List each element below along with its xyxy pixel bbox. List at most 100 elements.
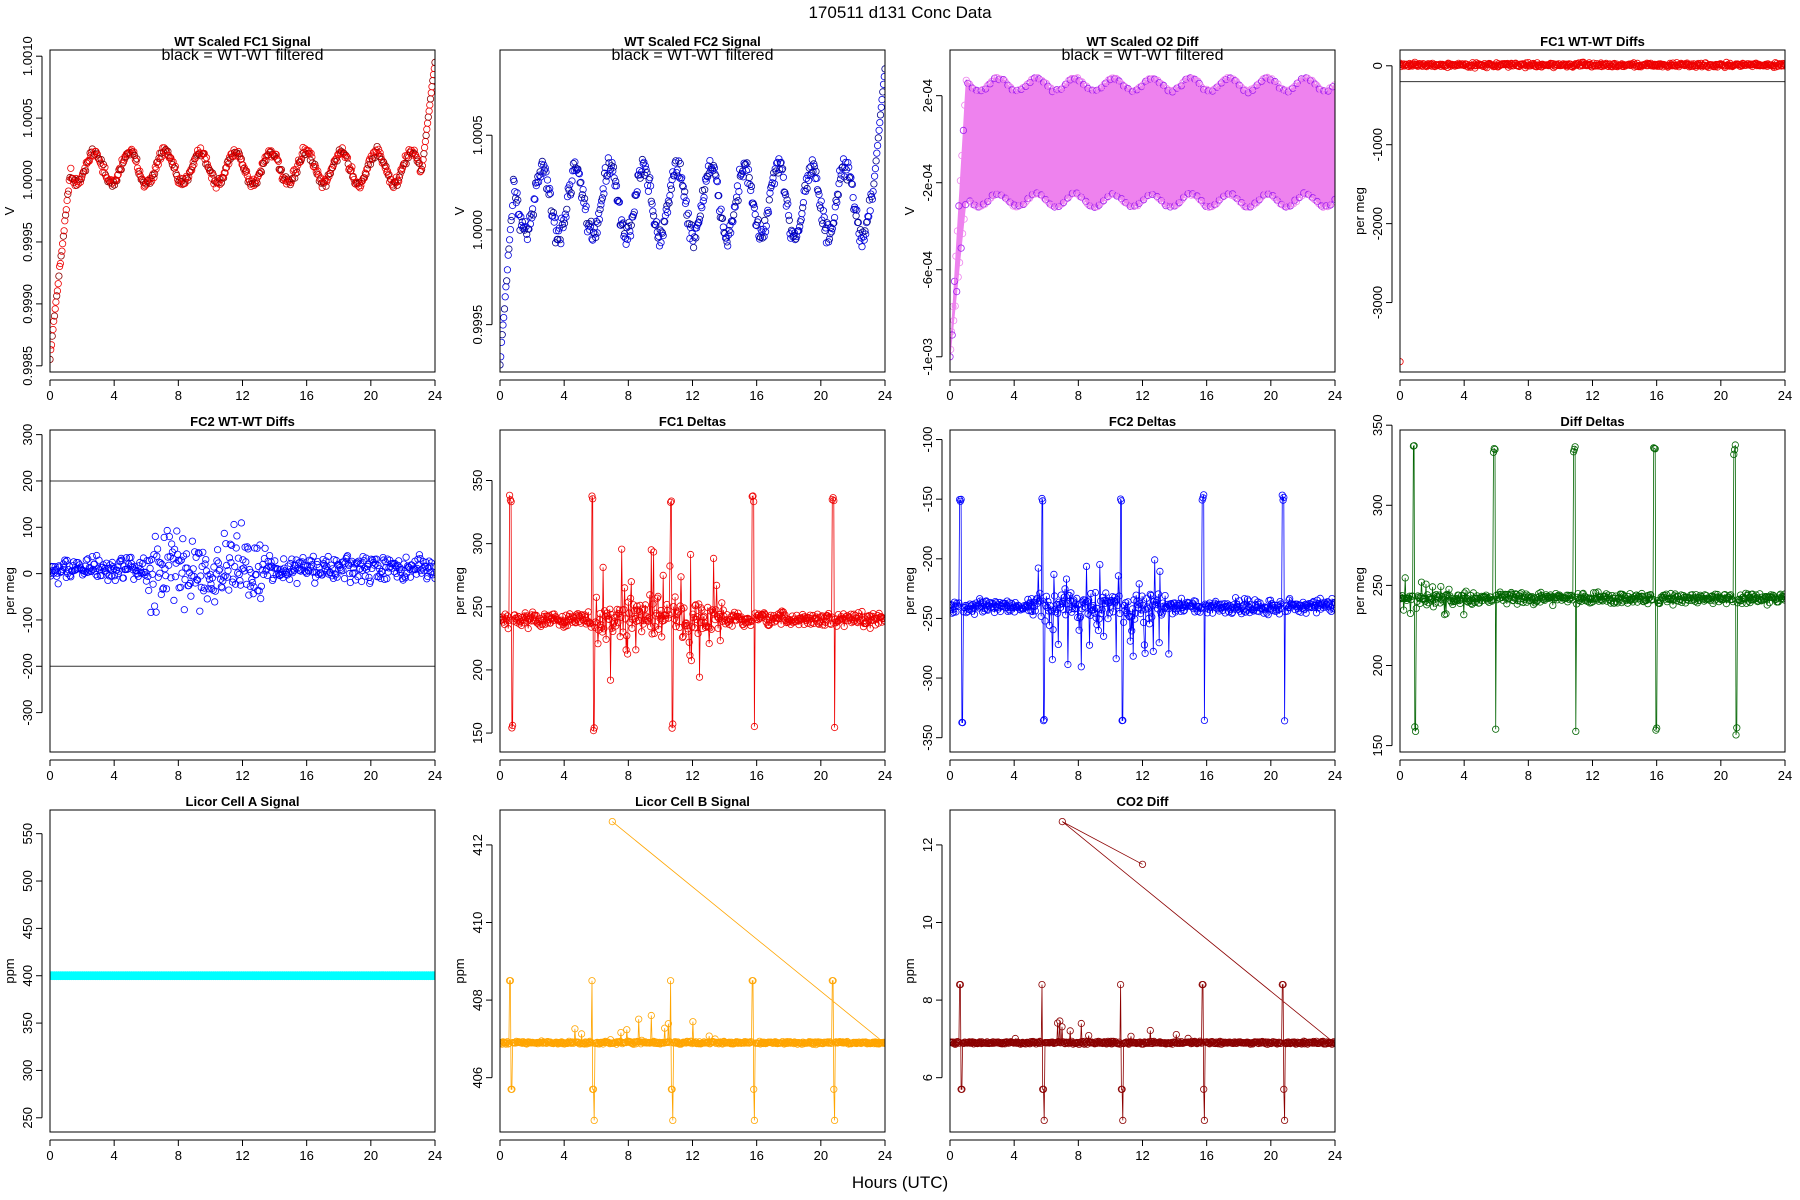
data-point xyxy=(854,609,862,617)
data-point xyxy=(306,564,314,572)
x-tick-label: 20 xyxy=(1264,768,1278,783)
data-point xyxy=(79,566,88,575)
data-point xyxy=(590,724,598,732)
data-point xyxy=(407,146,415,154)
data-point xyxy=(761,216,769,224)
data-point xyxy=(1091,87,1100,96)
data-point xyxy=(136,558,144,567)
data-point xyxy=(240,567,248,575)
data-point xyxy=(80,167,88,176)
data-point xyxy=(230,520,238,529)
data-point xyxy=(154,545,162,553)
data-point xyxy=(104,576,112,585)
data-point xyxy=(88,552,96,561)
data-point xyxy=(1094,626,1103,635)
data-point xyxy=(782,202,790,210)
data-point xyxy=(372,560,380,568)
data-point xyxy=(500,321,507,329)
y-tick-label: 550 xyxy=(20,823,35,845)
y-tick-label: 300 xyxy=(470,533,485,555)
data-point xyxy=(820,213,828,221)
data-point xyxy=(1091,588,1100,597)
data-point xyxy=(1031,607,1039,615)
data-point xyxy=(93,572,102,581)
x-tick-label: 4 xyxy=(1461,768,1468,783)
data-point xyxy=(636,601,644,610)
data-point xyxy=(383,167,392,175)
y-tick-label: 0.9990 xyxy=(20,284,35,324)
data-point xyxy=(664,1020,673,1028)
data-point xyxy=(706,624,714,632)
data-point xyxy=(117,554,125,563)
data-point xyxy=(410,146,418,154)
data-point xyxy=(399,576,407,584)
data-point xyxy=(770,180,779,188)
data-point xyxy=(950,277,959,285)
data-point xyxy=(547,207,555,215)
data-point xyxy=(327,165,335,174)
data-point xyxy=(708,606,716,614)
data-point xyxy=(159,585,167,593)
data-point xyxy=(427,89,435,97)
data-point xyxy=(957,495,965,503)
data-point xyxy=(1111,191,1120,199)
data-point xyxy=(148,570,156,578)
data-point xyxy=(812,167,820,175)
data-point xyxy=(208,584,216,593)
x-tick-label: 20 xyxy=(364,388,378,403)
data-point xyxy=(1172,606,1180,614)
x-axis: 0 4 8 12 16 20 24 xyxy=(46,379,442,403)
data-point xyxy=(500,305,509,313)
data-point xyxy=(1412,604,1420,612)
chart-subtitle: black = WT-WT filtered xyxy=(162,47,324,64)
data-point xyxy=(1281,88,1289,96)
data-point xyxy=(161,565,169,573)
data-point xyxy=(535,171,543,179)
data-point xyxy=(848,180,857,188)
data-point xyxy=(695,219,703,227)
data-point xyxy=(151,602,159,610)
data-point xyxy=(208,574,217,582)
data-point xyxy=(406,573,415,581)
data-point xyxy=(765,196,773,204)
data-point xyxy=(612,182,621,190)
data-point xyxy=(659,571,667,580)
data-point xyxy=(1115,592,1123,600)
data-point xyxy=(1076,614,1084,622)
data-point xyxy=(204,572,212,580)
data-point xyxy=(804,619,812,627)
data-point xyxy=(700,612,708,620)
data-point xyxy=(827,228,836,236)
data-point xyxy=(59,232,68,240)
data-point xyxy=(182,564,190,572)
data-point xyxy=(1171,599,1179,607)
x-tick-label: 20 xyxy=(1264,388,1278,403)
x-tick-label: 4 xyxy=(111,1148,118,1163)
data-point xyxy=(1111,593,1119,601)
data-point xyxy=(258,566,266,574)
data-point xyxy=(357,577,366,586)
data-point xyxy=(815,190,823,199)
x-tick-label: 24 xyxy=(428,1148,442,1163)
x-tick-label: 0 xyxy=(46,388,53,403)
data-point xyxy=(1040,715,1048,724)
data-point xyxy=(1071,605,1079,613)
data-point xyxy=(216,565,224,573)
data-point xyxy=(1164,600,1172,608)
data-point xyxy=(120,156,128,164)
data-point xyxy=(65,562,73,570)
chart-title: Licor Cell A Signal xyxy=(186,794,300,809)
data-point xyxy=(1156,567,1164,576)
chart-title: FC2 Deltas xyxy=(1109,414,1176,429)
data-point xyxy=(1060,593,1068,601)
data-point xyxy=(214,559,222,567)
data-point xyxy=(632,646,640,654)
x-axis: 0 4 8 12 16 20 24 xyxy=(46,1139,442,1163)
data-point xyxy=(961,201,970,209)
data-point xyxy=(568,177,576,185)
data-point xyxy=(1321,598,1329,606)
data-point xyxy=(623,650,632,658)
data-point xyxy=(879,615,885,623)
data-point xyxy=(1549,601,1557,610)
data-point xyxy=(724,231,733,239)
